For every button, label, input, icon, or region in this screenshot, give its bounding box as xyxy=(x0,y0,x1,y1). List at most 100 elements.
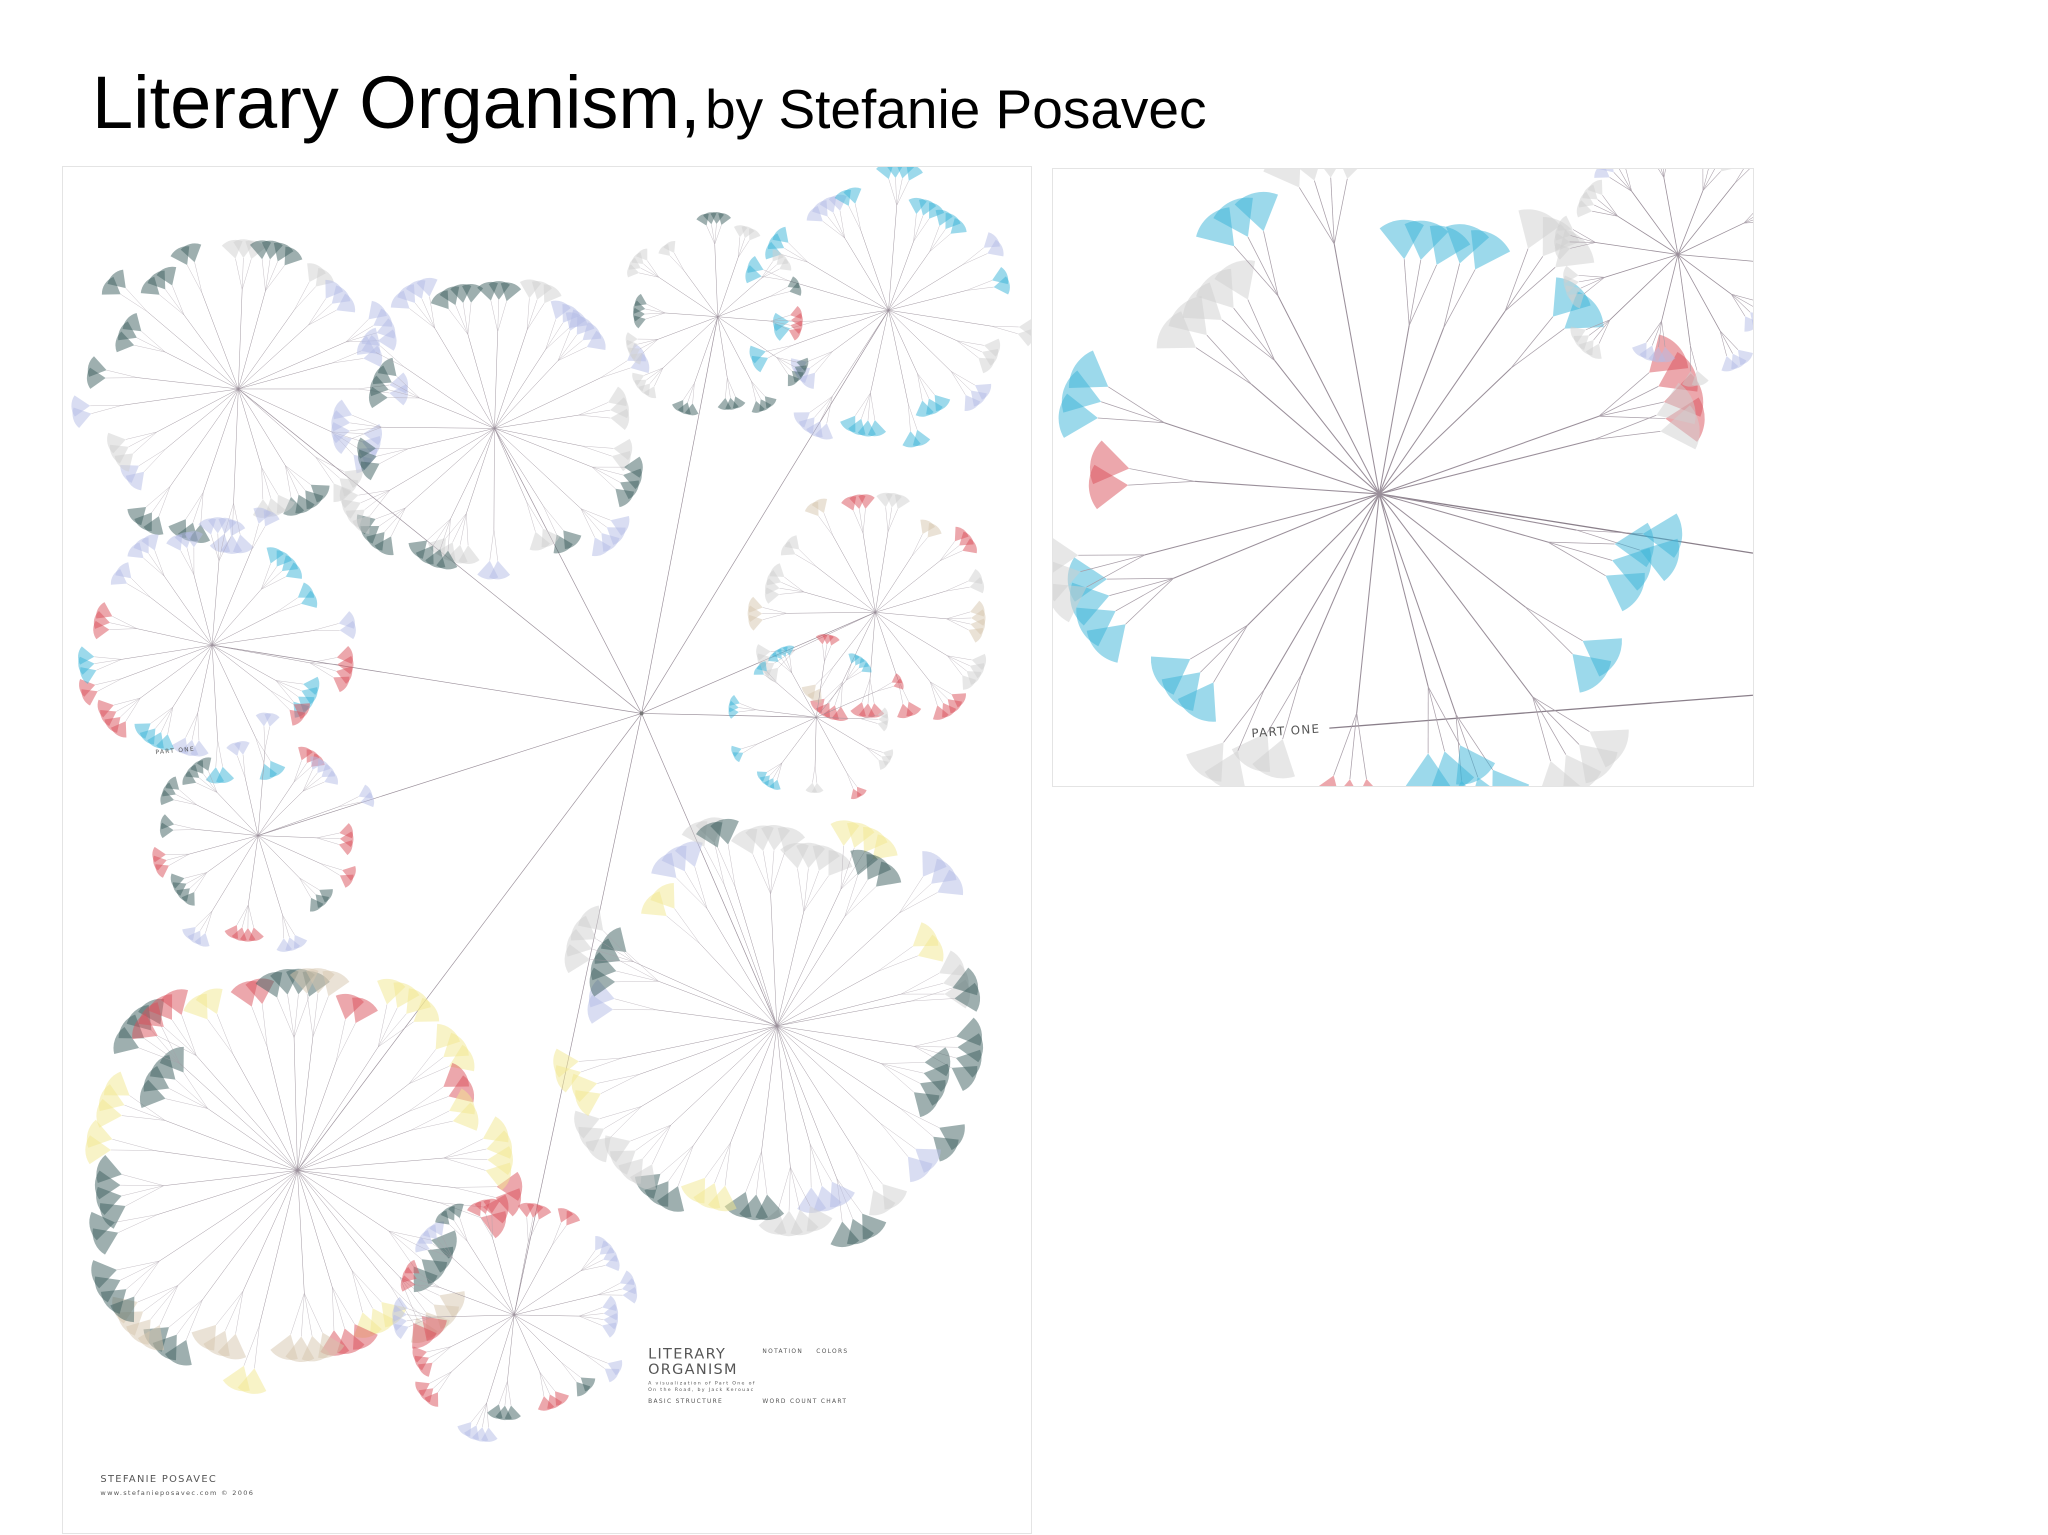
twig xyxy=(443,1148,487,1159)
twig xyxy=(911,987,953,1002)
twig xyxy=(462,302,469,335)
twig xyxy=(666,915,701,944)
twig xyxy=(255,737,271,761)
twig xyxy=(528,1219,539,1243)
branch xyxy=(157,1170,298,1215)
petal xyxy=(772,226,789,243)
twig xyxy=(241,257,244,290)
twig xyxy=(302,769,313,792)
twig xyxy=(312,993,319,1037)
petal xyxy=(751,400,765,413)
petal xyxy=(987,239,1004,257)
petal xyxy=(412,1322,437,1349)
twig xyxy=(159,1285,179,1325)
twig xyxy=(899,883,932,914)
twig xyxy=(455,305,469,335)
twig xyxy=(1743,212,1753,224)
branch xyxy=(1277,295,1380,495)
branch xyxy=(494,360,559,429)
petal xyxy=(950,218,967,234)
petal xyxy=(606,527,626,545)
twig xyxy=(1547,541,1613,561)
twig xyxy=(823,513,834,537)
branch xyxy=(803,591,876,613)
twig xyxy=(261,576,286,590)
petal xyxy=(452,1102,479,1131)
twig xyxy=(581,445,614,449)
twig xyxy=(614,998,657,1011)
branch xyxy=(1378,310,1506,495)
twig xyxy=(460,513,467,545)
twig xyxy=(261,563,271,590)
petal xyxy=(632,372,645,386)
twig xyxy=(159,294,185,316)
branch xyxy=(816,309,889,322)
petal xyxy=(748,596,763,613)
petal xyxy=(415,1381,430,1397)
twig xyxy=(275,680,304,685)
petal xyxy=(717,397,732,410)
branch xyxy=(1677,190,1704,255)
twig xyxy=(738,707,757,710)
branch xyxy=(778,684,817,718)
petal xyxy=(276,550,292,567)
twig xyxy=(332,1286,345,1329)
twig xyxy=(829,681,843,703)
branch xyxy=(212,835,259,911)
twig xyxy=(436,1239,453,1259)
twig xyxy=(443,1157,486,1171)
twig xyxy=(235,1291,244,1334)
twig xyxy=(901,983,944,995)
twig xyxy=(1510,316,1554,369)
petal xyxy=(897,703,914,719)
branch xyxy=(150,597,213,646)
branch xyxy=(860,230,889,311)
branch xyxy=(1194,480,1380,495)
petal xyxy=(1150,656,1191,695)
twig xyxy=(966,280,993,291)
twig xyxy=(814,396,833,418)
twig xyxy=(870,392,876,421)
twig xyxy=(1578,275,1605,278)
twig xyxy=(887,507,892,532)
petal xyxy=(622,1287,638,1304)
petal xyxy=(974,383,992,400)
petal xyxy=(1541,760,1581,786)
petal xyxy=(772,312,790,332)
twig xyxy=(498,1381,508,1405)
branch xyxy=(888,251,930,311)
twig xyxy=(415,1284,440,1288)
petal xyxy=(141,534,159,551)
twig xyxy=(125,288,148,312)
twig xyxy=(580,508,595,538)
legend-title: LITERARY xyxy=(648,1346,726,1362)
twig xyxy=(578,402,609,416)
twig xyxy=(175,794,197,805)
twig xyxy=(264,726,270,750)
twig xyxy=(143,558,165,577)
petal xyxy=(951,693,966,708)
branch xyxy=(657,316,718,340)
petal xyxy=(787,374,800,387)
petal xyxy=(1156,311,1197,349)
twig xyxy=(443,1138,483,1159)
petal xyxy=(191,1324,217,1351)
petal xyxy=(922,851,947,877)
twig xyxy=(846,671,862,681)
twig xyxy=(846,772,854,789)
petal xyxy=(644,1181,669,1207)
twig xyxy=(125,1185,164,1207)
petal xyxy=(595,1236,609,1251)
legend-subtitle: On the Road, by Jack Kerouac xyxy=(648,1387,754,1393)
branch xyxy=(1595,242,1679,255)
twig xyxy=(1504,248,1529,312)
petal xyxy=(89,1211,115,1241)
twig xyxy=(911,537,928,557)
twig xyxy=(725,377,728,398)
branch xyxy=(389,428,495,491)
twig xyxy=(378,1021,414,1048)
twig xyxy=(158,486,171,517)
twig xyxy=(299,877,312,898)
twig xyxy=(306,993,314,1037)
branch xyxy=(888,309,992,327)
